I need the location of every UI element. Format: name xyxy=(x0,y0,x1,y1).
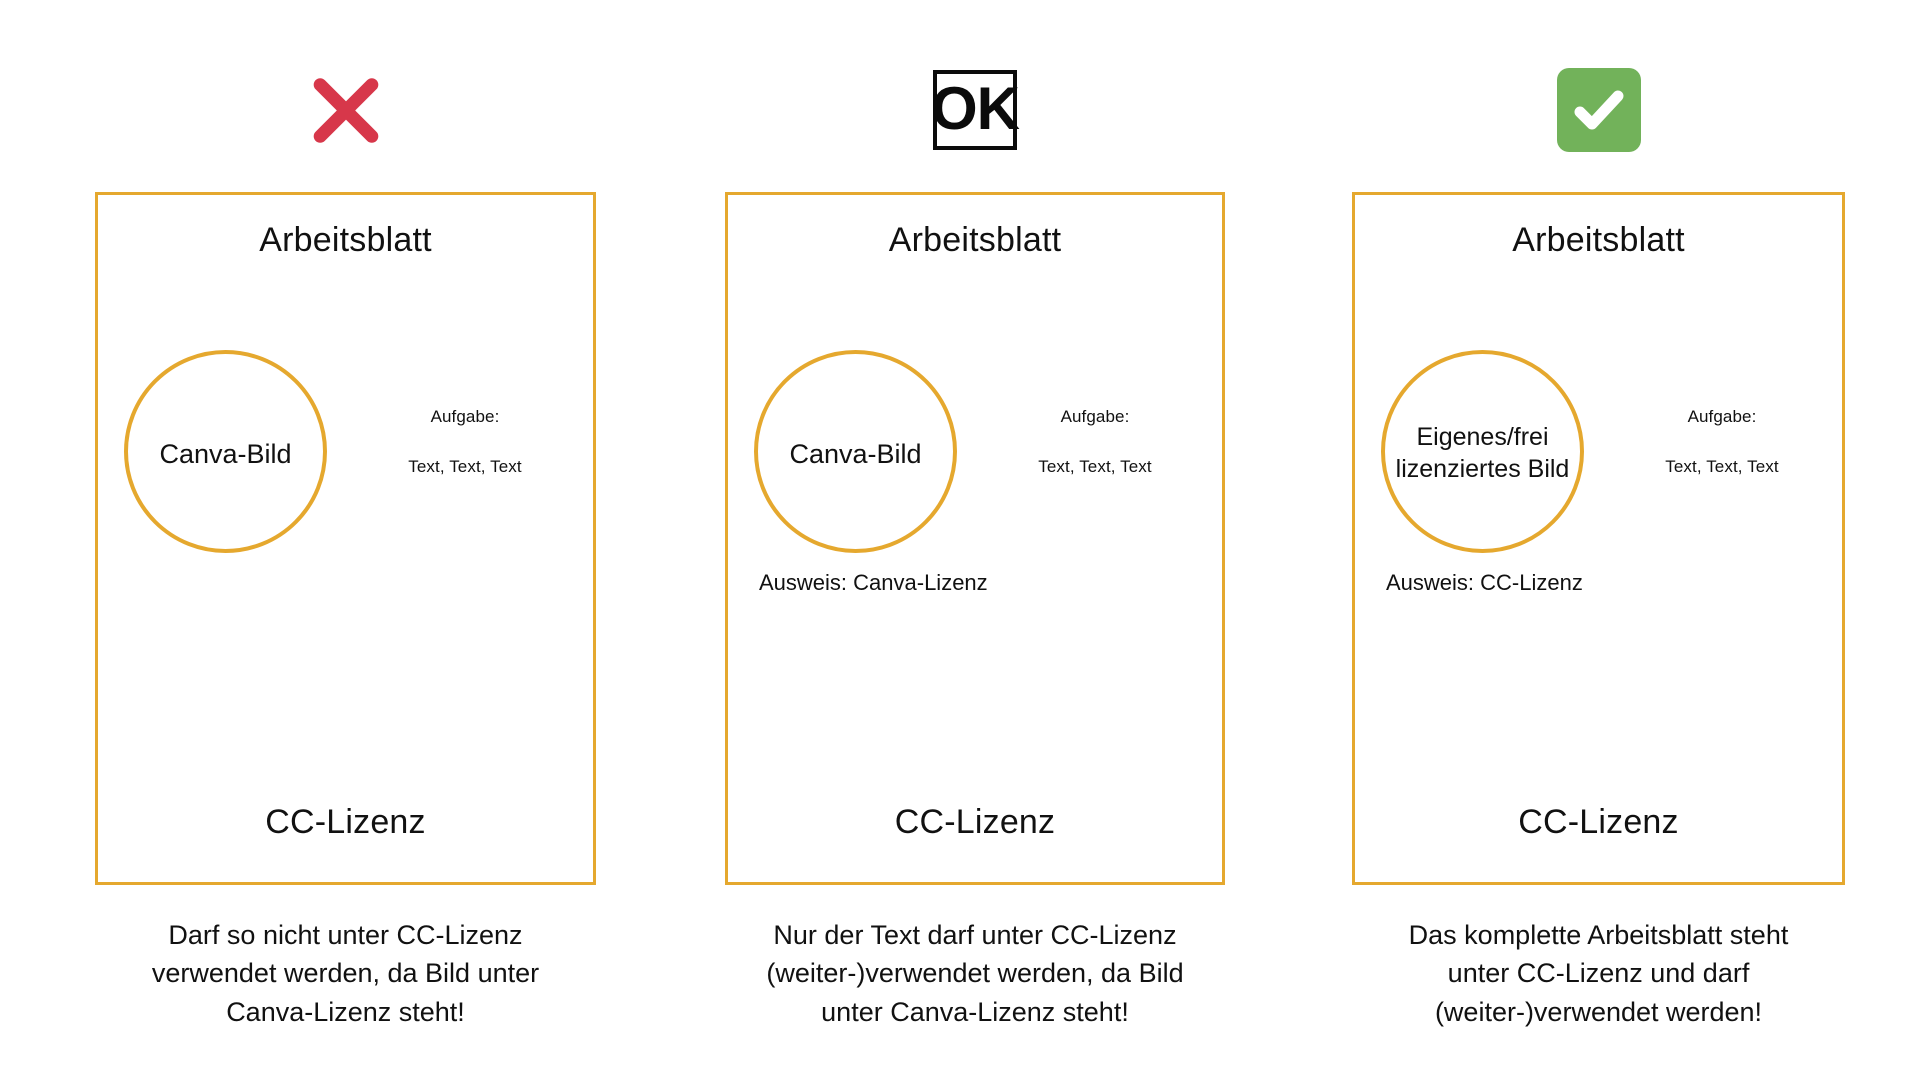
card-title: Arbeitsblatt xyxy=(259,221,432,259)
card-footer-title: CC-Lizenz xyxy=(265,803,426,841)
task-block: Aufgabe: Text, Text, Text xyxy=(1603,407,1841,477)
image-placeholder-label: Canva-Bild xyxy=(159,439,292,470)
scenario-column-2: OK Arbeitsblatt Canva-Bild Aufgabe: Text… xyxy=(725,0,1225,1080)
caption-line: Das komplette Arbeitsblatt steht xyxy=(1408,920,1789,950)
caption-line: Darf so nicht unter CC-Lizenz xyxy=(168,920,523,950)
task-body: Text, Text, Text xyxy=(408,457,522,476)
ausweis-line: Ausweis: Canva-Lizenz xyxy=(759,570,988,595)
card-footer-title: CC-Lizenz xyxy=(894,803,1056,841)
task-block: Aufgabe: Text, Text, Text xyxy=(346,407,584,477)
caption-line: unter Canva-Lizenz steht! xyxy=(821,996,1129,1027)
task-body: Text, Text, Text xyxy=(1665,457,1779,476)
image-placeholder-circle: Canva-Bild xyxy=(124,350,327,553)
status-icon-slot-1 xyxy=(95,55,596,165)
task-label: Aufgabe: xyxy=(430,407,500,426)
status-icon-slot-2: OK xyxy=(725,55,1225,165)
card-title: Arbeitsblatt xyxy=(1512,221,1685,259)
scenario-caption-3: Das komplette Arbeitsblatt steht unter C… xyxy=(1338,916,1859,1031)
caption-line: Canva-Lizenz steht! xyxy=(226,996,465,1027)
task-body: Text, Text, Text xyxy=(1038,457,1152,476)
image-placeholder-label: Canva-Bild xyxy=(789,439,922,470)
ok-box-icon: OK xyxy=(931,70,1020,150)
scenario-column-1: Arbeitsblatt Canva-Bild Aufgabe: Text, T… xyxy=(95,0,596,1080)
task-block: Aufgabe: Text, Text, Text xyxy=(976,407,1214,477)
task-label: Aufgabe: xyxy=(1687,407,1757,426)
green-check-icon xyxy=(1556,68,1641,152)
caption-line: (weiter-)verwendet werden! xyxy=(1434,996,1763,1027)
worksheet-card-1: Arbeitsblatt Canva-Bild Aufgabe: Text, T… xyxy=(95,192,596,885)
worksheet-card-2: Arbeitsblatt Canva-Bild Aufgabe: Text, T… xyxy=(725,192,1225,885)
scenario-column-3: Arbeitsblatt Eigenes/frei lizenziertes B… xyxy=(1352,0,1845,1080)
card-footer-title: CC-Lizenz xyxy=(1518,803,1679,841)
caption-line: (weiter-)verwendet werden, da Bild xyxy=(766,958,1184,989)
card-title: Arbeitsblatt xyxy=(888,221,1062,259)
worksheet-card-3: Arbeitsblatt Eigenes/frei lizenziertes B… xyxy=(1352,192,1845,885)
caption-line: Nur der Text darf unter CC-Lizenz xyxy=(773,920,1177,950)
status-icon-slot-3 xyxy=(1352,55,1845,165)
ausweis-line: Ausweis: CC-Lizenz xyxy=(1386,570,1583,595)
red-cross-icon xyxy=(307,71,385,149)
image-placeholder-circle: Eigenes/frei lizenziertes Bild xyxy=(1381,350,1584,553)
image-placeholder-label: Eigenes/frei lizenziertes Bild xyxy=(1395,422,1570,483)
caption-line: unter CC-Lizenz und darf xyxy=(1447,958,1750,989)
scenario-caption-1: Darf so nicht unter CC-Lizenz verwendet … xyxy=(81,916,610,1031)
image-placeholder-circle: Canva-Bild xyxy=(754,350,957,553)
task-label: Aufgabe: xyxy=(1060,407,1130,426)
scenario-caption-2: Nur der Text darf unter CC-Lizenz (weite… xyxy=(711,916,1239,1031)
caption-line: verwendet werden, da Bild unter xyxy=(151,958,540,989)
